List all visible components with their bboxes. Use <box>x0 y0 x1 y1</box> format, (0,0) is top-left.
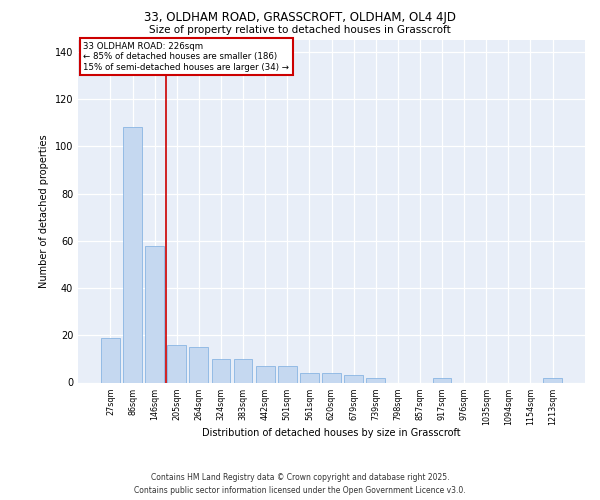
Bar <box>367 378 385 382</box>
Text: 33 OLDHAM ROAD: 226sqm
← 85% of detached houses are smaller (186)
15% of semi-de: 33 OLDHAM ROAD: 226sqm ← 85% of detached… <box>83 42 289 72</box>
Bar <box>123 128 142 382</box>
Bar <box>300 373 319 382</box>
Bar <box>344 376 363 382</box>
Bar <box>256 366 275 382</box>
Bar <box>190 347 208 382</box>
Bar <box>167 344 186 383</box>
Bar <box>233 359 253 382</box>
Bar <box>543 378 562 382</box>
Bar <box>322 373 341 382</box>
Bar <box>278 366 296 382</box>
Text: Size of property relative to detached houses in Grasscroft: Size of property relative to detached ho… <box>149 25 451 35</box>
Bar <box>433 378 451 382</box>
Bar <box>145 246 164 382</box>
Text: Contains HM Land Registry data © Crown copyright and database right 2025.
Contai: Contains HM Land Registry data © Crown c… <box>134 474 466 495</box>
Bar <box>212 359 230 382</box>
Y-axis label: Number of detached properties: Number of detached properties <box>39 134 49 288</box>
X-axis label: Distribution of detached houses by size in Grasscroft: Distribution of detached houses by size … <box>202 428 461 438</box>
Text: 33, OLDHAM ROAD, GRASSCROFT, OLDHAM, OL4 4JD: 33, OLDHAM ROAD, GRASSCROFT, OLDHAM, OL4… <box>144 11 456 24</box>
Bar <box>101 338 120 382</box>
